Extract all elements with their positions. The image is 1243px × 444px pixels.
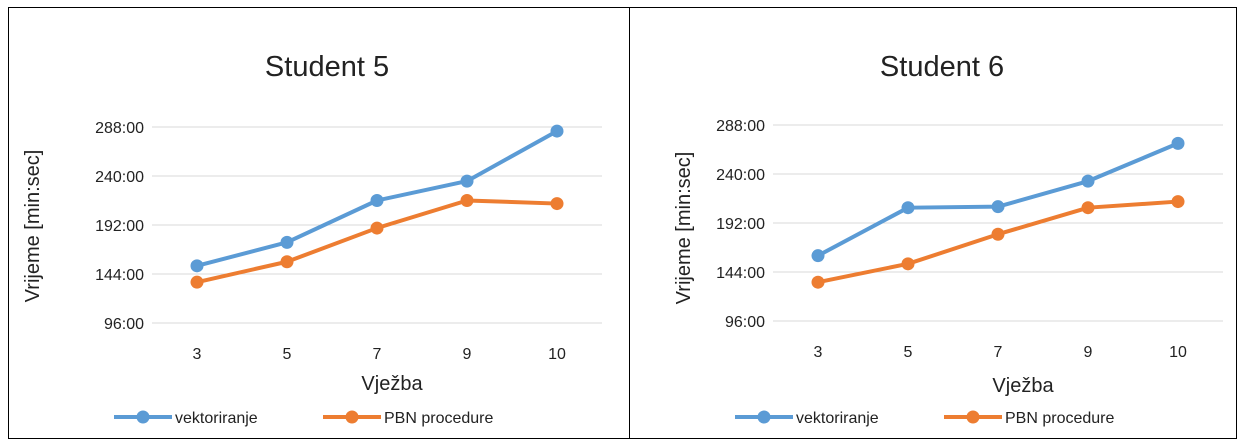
legend-marker-vektoriranje [758, 411, 771, 424]
line-chart-student-6: Student 6 Vrijeme [min:sec] Vježba 96:00… [630, 8, 1235, 437]
data-point-pbn-procedure [551, 197, 564, 210]
data-point-vektoriranje [1172, 137, 1185, 150]
x-tick-label: 10 [548, 346, 566, 363]
y-tick-label: 192:00 [716, 216, 765, 233]
legend-label-pbn-procedure: PBN procedure [1005, 410, 1114, 427]
y-tick-label: 240:00 [95, 169, 144, 186]
legend: vektoriranje PBN procedure [735, 410, 1114, 427]
chart-panel-student-6: Student 6 Vrijeme [min:sec] Vježba 96:00… [629, 7, 1237, 439]
y-axis-label: Vrijeme [min:sec] [673, 152, 695, 305]
x-tick-label: 5 [283, 346, 292, 363]
x-axis-label: Vježba [992, 375, 1054, 397]
data-point-pbn-procedure [371, 222, 384, 235]
y-tick-label: 240:00 [716, 167, 765, 184]
y-tick-label: 288:00 [95, 120, 144, 137]
legend-label-vektoriranje: vektoriranje [175, 410, 258, 427]
chart-panel-student-5: Student 5 Vrijeme [min:sec] Vježba 96:00… [8, 7, 631, 439]
x-tick-label: 7 [373, 346, 382, 363]
y-tick-label: 144:00 [716, 265, 765, 282]
line-chart-student-5: Student 5 Vrijeme [min:sec] Vježba 96:00… [9, 8, 629, 437]
x-tick-label: 9 [1084, 344, 1093, 361]
x-tick-label: 3 [193, 346, 202, 363]
y-tick-label: 96:00 [725, 314, 765, 331]
data-point-pbn-procedure [281, 255, 294, 268]
y-axis-label: Vrijeme [min:sec] [22, 150, 44, 303]
data-point-vektoriranje [461, 175, 474, 188]
x-tick-label: 7 [994, 344, 1003, 361]
data-point-vektoriranje [551, 125, 564, 138]
data-point-vektoriranje [902, 201, 915, 214]
x-tick-label: 5 [904, 344, 913, 361]
y-tick-label: 288:00 [716, 118, 765, 135]
data-point-pbn-procedure [992, 228, 1005, 241]
data-point-vektoriranje [281, 236, 294, 249]
series-line-pbn-procedure [197, 201, 557, 283]
series-line-pbn-procedure [818, 202, 1178, 283]
data-point-vektoriranje [191, 259, 204, 272]
y-tick-label: 192:00 [95, 218, 144, 235]
legend-label-pbn-procedure: PBN procedure [384, 410, 493, 427]
data-point-pbn-procedure [902, 257, 915, 270]
data-point-pbn-procedure [191, 276, 204, 289]
chart-title: Student 5 [265, 51, 389, 83]
legend-marker-vektoriranje [137, 411, 150, 424]
x-axis-label: Vježba [361, 373, 423, 395]
legend-label-vektoriranje: vektoriranje [796, 410, 879, 427]
chart-title: Student 6 [880, 51, 1004, 83]
x-tick-label: 3 [814, 344, 823, 361]
data-point-pbn-procedure [1172, 195, 1185, 208]
data-point-vektoriranje [812, 249, 825, 262]
legend: vektoriranje PBN procedure [114, 410, 493, 427]
legend-marker-pbn-procedure [346, 411, 359, 424]
x-tick-label: 9 [463, 346, 472, 363]
data-point-pbn-procedure [812, 276, 825, 289]
data-point-vektoriranje [371, 194, 384, 207]
data-point-pbn-procedure [461, 194, 474, 207]
data-point-vektoriranje [992, 200, 1005, 213]
x-tick-label: 10 [1169, 344, 1187, 361]
y-tick-label: 144:00 [95, 267, 144, 284]
data-point-vektoriranje [1082, 175, 1095, 188]
data-point-pbn-procedure [1082, 201, 1095, 214]
legend-marker-pbn-procedure [967, 411, 980, 424]
y-tick-label: 96:00 [104, 316, 144, 333]
